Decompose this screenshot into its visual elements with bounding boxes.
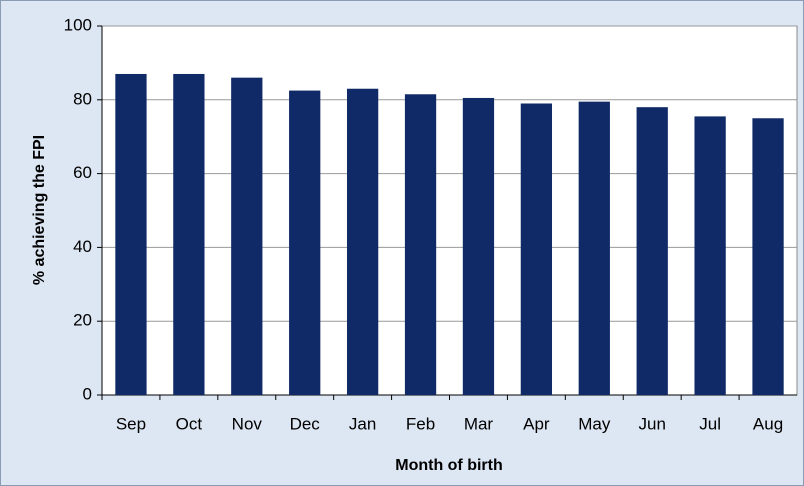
bar [231,77,263,395]
bar [115,73,147,395]
x-tick-label: Oct [176,414,203,433]
x-tick-label: Feb [406,414,435,433]
y-tick-label: 100 [64,15,92,34]
x-tick-label: Jan [349,414,376,433]
x-tick-label: Aug [753,414,783,433]
plot-area [101,25,798,396]
x-tick-label: Nov [232,414,263,433]
x-tick-label: Sep [116,414,146,433]
bar [636,107,668,396]
bar [173,73,205,395]
x-tick-label: Jun [638,414,665,433]
y-tick-label: 80 [73,89,92,108]
y-tick-label: 0 [83,384,92,403]
bar [520,103,553,396]
x-tick-label: Dec [290,414,321,433]
bar [578,101,610,396]
bar [346,88,379,395]
y-tick-label: 20 [73,311,92,330]
bar [694,116,726,395]
x-tick-label: Mar [464,414,494,433]
x-tick-label: May [578,414,611,433]
x-axis-title: Month of birth [395,457,503,474]
y-tick-label: 60 [73,163,92,182]
bar [404,94,437,395]
bar [462,97,495,395]
bar [752,118,784,395]
x-tick-label: Apr [523,414,550,433]
y-axis-title: % achieving the FPI [31,135,48,285]
x-tick-label: Jul [699,414,721,433]
bar [289,90,321,395]
y-tick-label: 40 [73,237,92,256]
